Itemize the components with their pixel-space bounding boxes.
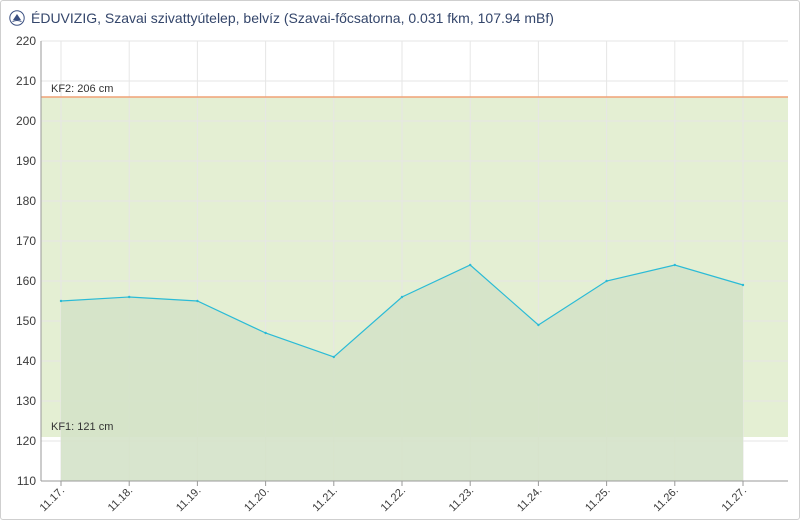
x-tick-label: 11.18. [106,485,136,515]
y-tick-label: 180 [16,194,36,208]
y-tick-label: 110 [17,474,36,488]
y-tick-label: 140 [16,354,36,368]
data-point [400,295,404,299]
x-tick-label: 11.22. [379,485,409,515]
data-point [59,299,63,303]
x-tick-label: 11.24. [515,485,545,515]
y-tick-label: 150 [16,314,36,328]
data-point [673,263,676,267]
x-tick-label: 11.25. [583,485,613,515]
data-point [196,299,199,303]
kf2-label: KF2: 206 cm [51,83,113,95]
chart-header: ÉDUVIZIG, Szavai szivattyútelep, belvíz … [1,1,799,35]
y-tick-label: 160 [16,274,36,288]
x-tick-label: 11.21. [310,485,340,515]
x-tick-label: 11.20. [242,485,272,515]
data-point [264,331,267,335]
x-tick-label: 11.26. [651,485,681,515]
data-point [128,295,131,299]
kf1-label: KF1: 121 cm [51,421,113,433]
x-tick-label: 11.17. [38,485,68,515]
x-tick-label: 11.23. [447,485,477,515]
y-tick-label: 190 [16,154,36,168]
y-tick-label: 170 [16,234,36,248]
data-point [469,263,472,267]
eduvizig-logo-icon [9,10,25,26]
data-point [332,355,335,359]
y-tick-label: 200 [16,114,36,128]
data-point [741,283,745,287]
y-tick-label: 210 [16,74,36,88]
y-tick-label: 220 [16,34,36,48]
x-tick-label: 11.27. [720,485,750,515]
x-tick-label: 11.19. [174,485,204,515]
series-area [61,265,743,481]
y-tick-label: 130 [16,394,36,408]
data-point [605,279,608,283]
chart-title: ÉDUVIZIG, Szavai szivattyútelep, belvíz … [31,10,554,26]
y-tick-label: 120 [16,434,36,448]
data-point [537,323,540,327]
